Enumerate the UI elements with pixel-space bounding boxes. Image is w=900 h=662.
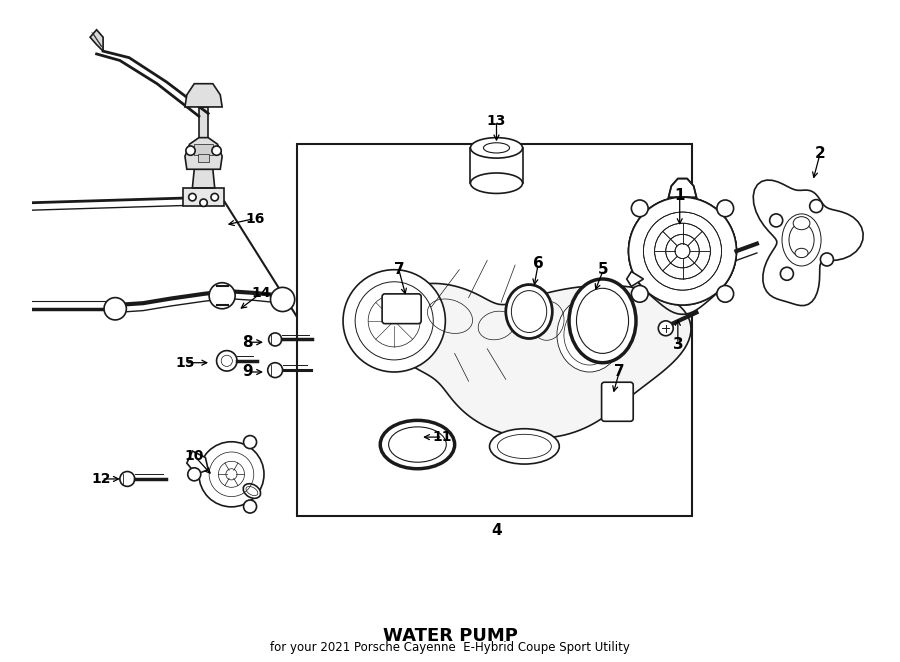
Text: 12: 12 (92, 472, 111, 486)
Circle shape (186, 146, 195, 156)
Circle shape (271, 287, 294, 312)
Polygon shape (187, 451, 208, 474)
Text: 10: 10 (184, 449, 204, 463)
Bar (297, 144, 692, 516)
Polygon shape (669, 179, 697, 197)
Ellipse shape (490, 429, 559, 464)
Circle shape (209, 283, 235, 308)
Circle shape (189, 193, 196, 201)
Text: 7: 7 (614, 365, 625, 379)
Ellipse shape (483, 143, 509, 153)
Text: for your 2021 Porsche Cayenne  E-Hybrid Coupe Sport Utility: for your 2021 Porsche Cayenne E-Hybrid C… (270, 641, 630, 654)
Ellipse shape (471, 173, 523, 193)
Ellipse shape (511, 291, 546, 332)
Ellipse shape (381, 420, 454, 469)
Circle shape (810, 200, 823, 213)
Text: 6: 6 (533, 256, 544, 271)
Text: WATER PUMP: WATER PUMP (382, 626, 518, 645)
Circle shape (821, 253, 833, 266)
Polygon shape (185, 83, 222, 107)
Circle shape (717, 285, 734, 303)
Circle shape (217, 351, 237, 371)
Text: 3: 3 (672, 336, 683, 352)
Circle shape (269, 333, 282, 346)
Circle shape (200, 199, 207, 207)
Polygon shape (185, 138, 222, 169)
Bar (198, 154, 209, 162)
Polygon shape (626, 271, 644, 287)
Ellipse shape (569, 279, 636, 363)
Text: 2: 2 (814, 146, 825, 161)
Circle shape (104, 298, 126, 320)
Ellipse shape (557, 298, 622, 372)
Polygon shape (386, 283, 691, 438)
Text: 14: 14 (251, 286, 271, 300)
Circle shape (628, 197, 736, 305)
Circle shape (628, 197, 736, 305)
Circle shape (212, 146, 221, 156)
Polygon shape (183, 188, 224, 207)
Circle shape (244, 500, 256, 513)
FancyBboxPatch shape (601, 382, 634, 421)
Text: 7: 7 (393, 262, 404, 277)
Circle shape (780, 267, 794, 280)
Circle shape (267, 363, 283, 377)
Circle shape (717, 200, 734, 216)
Circle shape (658, 321, 673, 336)
Circle shape (211, 193, 219, 201)
Text: 11: 11 (433, 430, 453, 444)
Circle shape (120, 471, 135, 487)
Ellipse shape (793, 216, 810, 230)
Circle shape (343, 269, 446, 372)
Ellipse shape (389, 427, 446, 462)
Ellipse shape (795, 248, 808, 258)
Polygon shape (753, 180, 863, 306)
Text: 1: 1 (674, 188, 685, 203)
Text: 9: 9 (242, 365, 253, 379)
Text: 16: 16 (245, 212, 265, 226)
Text: 5: 5 (598, 262, 608, 277)
Ellipse shape (577, 288, 628, 354)
Polygon shape (193, 169, 215, 188)
Circle shape (188, 468, 201, 481)
Ellipse shape (782, 214, 821, 266)
Text: 15: 15 (176, 355, 194, 369)
Circle shape (632, 200, 648, 216)
Polygon shape (199, 107, 208, 138)
Circle shape (199, 442, 264, 507)
Ellipse shape (243, 484, 261, 498)
Circle shape (632, 285, 648, 303)
Text: 8: 8 (242, 335, 253, 350)
Circle shape (770, 214, 783, 227)
Ellipse shape (506, 285, 553, 338)
Text: 13: 13 (487, 114, 506, 128)
FancyBboxPatch shape (382, 294, 421, 324)
Ellipse shape (471, 138, 523, 158)
Text: 4: 4 (491, 522, 502, 538)
Polygon shape (628, 197, 736, 314)
Circle shape (244, 436, 256, 449)
Bar (194, 144, 213, 156)
Polygon shape (90, 30, 104, 51)
